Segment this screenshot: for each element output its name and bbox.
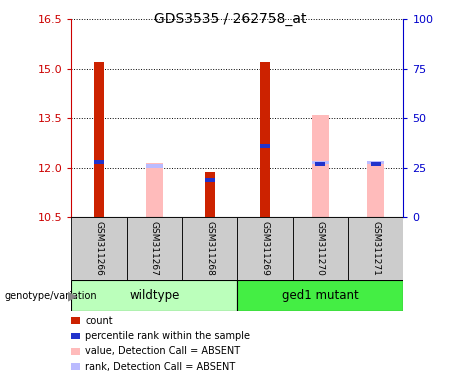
Text: GSM311269: GSM311269 xyxy=(260,221,270,276)
Bar xyxy=(146,162,163,217)
Text: rank, Detection Call = ABSENT: rank, Detection Call = ABSENT xyxy=(85,362,236,372)
Bar xyxy=(260,144,270,148)
Text: GSM311267: GSM311267 xyxy=(150,221,159,276)
Bar xyxy=(312,161,329,164)
Bar xyxy=(71,217,127,280)
Bar xyxy=(293,217,348,280)
Bar xyxy=(371,162,381,166)
Bar xyxy=(205,172,215,217)
Bar xyxy=(367,161,384,164)
Bar xyxy=(367,161,384,217)
Bar xyxy=(94,62,104,217)
Text: count: count xyxy=(85,316,113,326)
Bar xyxy=(315,162,325,166)
Bar xyxy=(94,160,104,164)
Bar xyxy=(348,217,403,280)
Text: genotype/variation: genotype/variation xyxy=(5,291,97,301)
Text: GDS3535 / 262758_at: GDS3535 / 262758_at xyxy=(154,12,307,25)
Bar xyxy=(312,115,329,217)
Bar xyxy=(260,62,270,217)
Text: ged1 mutant: ged1 mutant xyxy=(282,289,359,302)
Bar xyxy=(182,217,237,280)
Text: percentile rank within the sample: percentile rank within the sample xyxy=(85,331,250,341)
Text: value, Detection Call = ABSENT: value, Detection Call = ABSENT xyxy=(85,346,240,356)
Bar xyxy=(205,179,215,182)
Text: GSM311268: GSM311268 xyxy=(205,221,214,276)
Text: GSM311271: GSM311271 xyxy=(371,221,380,276)
Bar xyxy=(71,280,237,311)
Text: GSM311270: GSM311270 xyxy=(316,221,325,276)
Bar xyxy=(146,164,163,167)
Bar xyxy=(127,217,182,280)
Text: wildtype: wildtype xyxy=(129,289,180,302)
Text: ▶: ▶ xyxy=(68,289,78,302)
Text: GSM311266: GSM311266 xyxy=(95,221,104,276)
Bar xyxy=(237,280,403,311)
Bar xyxy=(237,217,293,280)
